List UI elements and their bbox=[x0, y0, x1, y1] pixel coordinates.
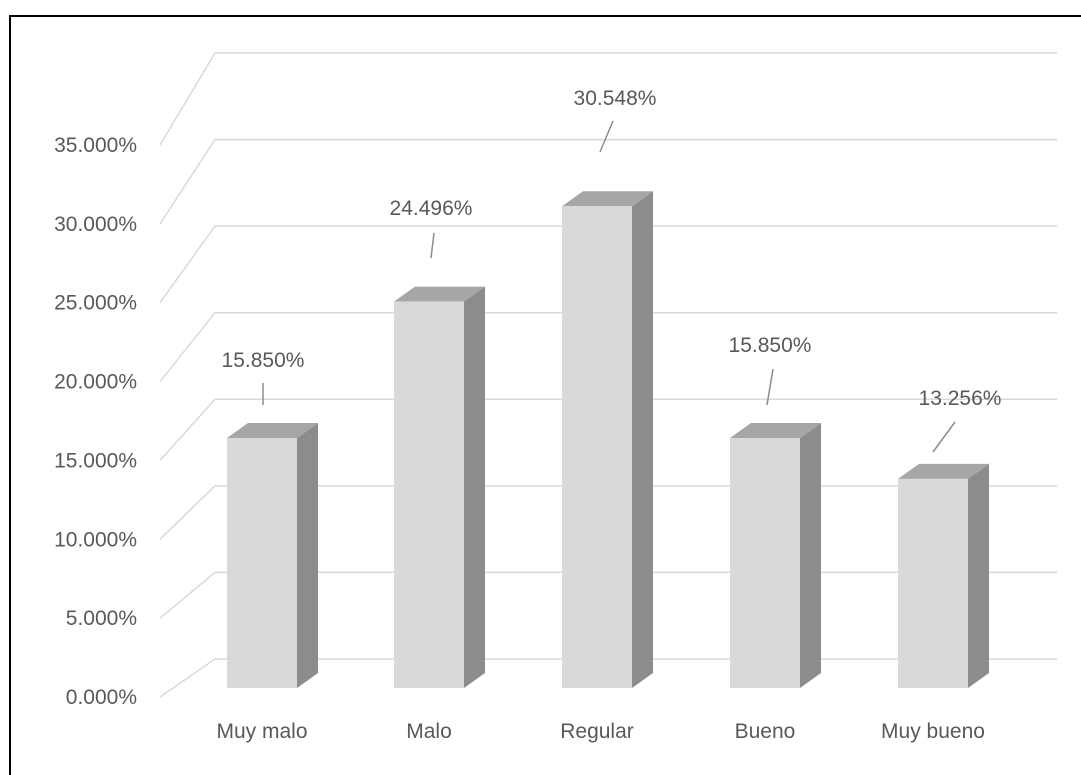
bar bbox=[227, 423, 318, 688]
x-category-label: Regular bbox=[560, 720, 634, 743]
bar-top bbox=[394, 286, 485, 302]
gridline bbox=[159, 225, 1057, 304]
x-axis-categories: Muy malo Malo Regular Bueno Muy bueno bbox=[216, 720, 984, 743]
data-label: 24.496% bbox=[390, 197, 473, 220]
bar-top bbox=[730, 423, 821, 439]
gridline bbox=[159, 138, 1057, 225]
bar-side bbox=[800, 423, 821, 688]
data-label: 15.850% bbox=[729, 334, 812, 357]
bar-side bbox=[968, 463, 989, 688]
y-tick-label: 35.000% bbox=[54, 134, 137, 157]
data-label: 30.548% bbox=[574, 87, 657, 110]
bar-front bbox=[227, 438, 297, 688]
bar-top bbox=[898, 463, 989, 479]
bar-front bbox=[562, 206, 632, 688]
data-label-leader bbox=[766, 368, 774, 406]
gridline bbox=[159, 398, 1057, 461]
gridline bbox=[159, 311, 1057, 383]
x-category-label: Muy bueno bbox=[881, 720, 985, 743]
bar bbox=[898, 463, 989, 688]
x-category-label: Malo bbox=[406, 720, 452, 743]
bar-top bbox=[227, 423, 318, 439]
data-label-leader bbox=[430, 232, 435, 259]
bar bbox=[562, 191, 653, 688]
y-tick-label: 5.000% bbox=[66, 607, 137, 630]
bar-side bbox=[632, 191, 653, 688]
bar bbox=[394, 286, 485, 688]
y-tick-label: 25.000% bbox=[54, 292, 137, 315]
bar-side bbox=[297, 423, 318, 688]
chart-frame bbox=[9, 15, 1081, 775]
y-tick-label: 10.000% bbox=[54, 528, 137, 551]
gridline bbox=[159, 52, 1057, 146]
data-labels: 15.850% 24.496% 30.548% 15.850% 13.256% bbox=[222, 87, 1002, 453]
bar-front bbox=[898, 478, 968, 688]
y-tick-label: 0.000% bbox=[66, 686, 137, 709]
bars bbox=[227, 191, 989, 688]
y-tick-label: 20.000% bbox=[54, 371, 137, 394]
data-label: 15.850% bbox=[222, 349, 305, 372]
y-axis-ticks: 0.000% 5.000% 10.000% 15.000% 20.000% 25.000%… bbox=[54, 134, 137, 709]
gridlines bbox=[159, 52, 1057, 698]
data-label: 13.256% bbox=[919, 387, 1002, 410]
y-tick-label: 15.000% bbox=[54, 449, 137, 472]
bar-top bbox=[562, 191, 653, 207]
bar-side bbox=[464, 286, 485, 688]
y-tick-label: 30.000% bbox=[54, 213, 137, 236]
bar bbox=[730, 423, 821, 688]
bar-front bbox=[730, 438, 800, 688]
x-category-label: Muy malo bbox=[216, 720, 307, 743]
x-category-label: Bueno bbox=[735, 720, 796, 743]
bar-front bbox=[394, 301, 464, 688]
data-label-leader bbox=[599, 120, 614, 153]
data-label-leader bbox=[932, 421, 956, 453]
bar-chart: 0.000% 5.000% 10.000% 15.000% 20.000% 25.000%… bbox=[54, 52, 1057, 743]
